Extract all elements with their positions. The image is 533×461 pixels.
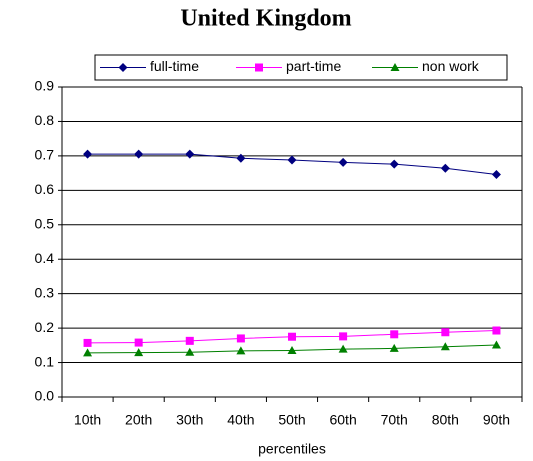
chart-title: United Kingdom: [180, 6, 351, 32]
marker: [390, 63, 400, 71]
marker: [338, 344, 348, 353]
marker: [134, 149, 144, 159]
marker: [491, 340, 501, 349]
y-tick-label: 0.4: [35, 250, 55, 266]
marker: [236, 334, 245, 343]
marker: [492, 326, 501, 335]
y-tick-label: 0.8: [35, 112, 55, 128]
x-tick-label: 40th: [227, 412, 254, 428]
marker: [236, 153, 246, 163]
legend-label: full-time: [150, 58, 199, 74]
marker: [287, 155, 297, 165]
marker: [287, 346, 297, 354]
marker: [134, 338, 143, 347]
marker: [288, 332, 296, 341]
marker: [118, 63, 128, 72]
marker: [185, 336, 194, 345]
x-tick-label: 20th: [125, 412, 152, 428]
marker: [441, 328, 450, 337]
x-tick-label: 70th: [381, 412, 408, 428]
x-tick-label: 80th: [432, 412, 459, 428]
marker: [389, 343, 399, 352]
marker: [390, 330, 399, 339]
y-tick-label: 0.9: [35, 78, 55, 94]
y-tick-label: 0.1: [35, 353, 55, 369]
legend-box: [94, 54, 508, 81]
x-tick-label: 90th: [483, 412, 510, 428]
marker: [185, 347, 195, 356]
marker: [440, 342, 450, 351]
marker: [339, 332, 348, 341]
marker: [440, 163, 450, 173]
marker: [83, 338, 92, 347]
y-tick-label: 0.0: [35, 388, 55, 404]
marker: [338, 157, 348, 167]
marker: [255, 63, 263, 72]
marker: [83, 348, 93, 357]
marker: [83, 149, 93, 159]
y-tick-label: 0.7: [35, 147, 55, 163]
marker: [185, 149, 195, 159]
y-tick-label: 0.5: [35, 215, 55, 231]
legend-label: non work: [422, 58, 480, 74]
marker: [491, 169, 501, 179]
marker: [389, 159, 399, 169]
marker: [134, 348, 144, 357]
legend-label: part-time: [286, 58, 341, 74]
y-tick-label: 0.2: [35, 319, 55, 335]
x-tick-label: 10th: [74, 412, 101, 428]
x-tick-label: 50th: [278, 412, 305, 428]
y-tick-label: 0.3: [35, 284, 55, 300]
y-tick-label: 0.6: [35, 181, 55, 197]
x-tick-label: 30th: [176, 412, 203, 428]
x-tick-label: 60th: [329, 412, 356, 428]
x-axis-label: percentiles: [258, 441, 326, 457]
marker: [236, 346, 246, 355]
